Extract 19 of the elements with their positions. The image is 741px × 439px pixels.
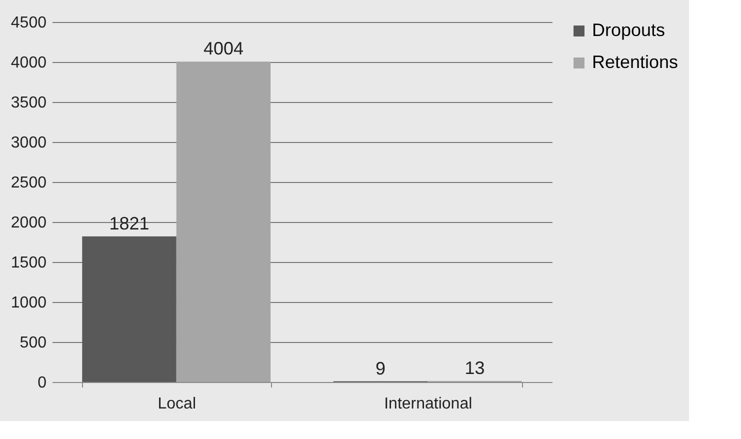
y-tick-label: 2000 bbox=[10, 214, 47, 232]
x-tick-label: Local bbox=[158, 396, 196, 412]
y-tick-label: 3000 bbox=[10, 134, 47, 152]
y-tick-label: 1500 bbox=[10, 254, 47, 272]
y-tick-label: 500 bbox=[20, 334, 47, 352]
y-tick-label: 1000 bbox=[10, 294, 47, 312]
bar bbox=[82, 236, 176, 382]
data-label: 4004 bbox=[203, 38, 244, 59]
x-tick-label: International bbox=[384, 396, 472, 412]
y-tick-label: 2500 bbox=[10, 174, 47, 192]
data-label: 9 bbox=[376, 358, 386, 378]
legend-label: Retentions bbox=[592, 52, 678, 72]
data-label: 13 bbox=[464, 358, 485, 378]
y-tick-label: 3500 bbox=[10, 94, 47, 112]
y-tick-label: 0 bbox=[38, 374, 47, 392]
y-tick-label: 4500 bbox=[10, 14, 47, 32]
bar bbox=[176, 62, 271, 382]
y-tick-label: 4000 bbox=[10, 54, 47, 72]
legend-label: Dropouts bbox=[592, 20, 666, 40]
